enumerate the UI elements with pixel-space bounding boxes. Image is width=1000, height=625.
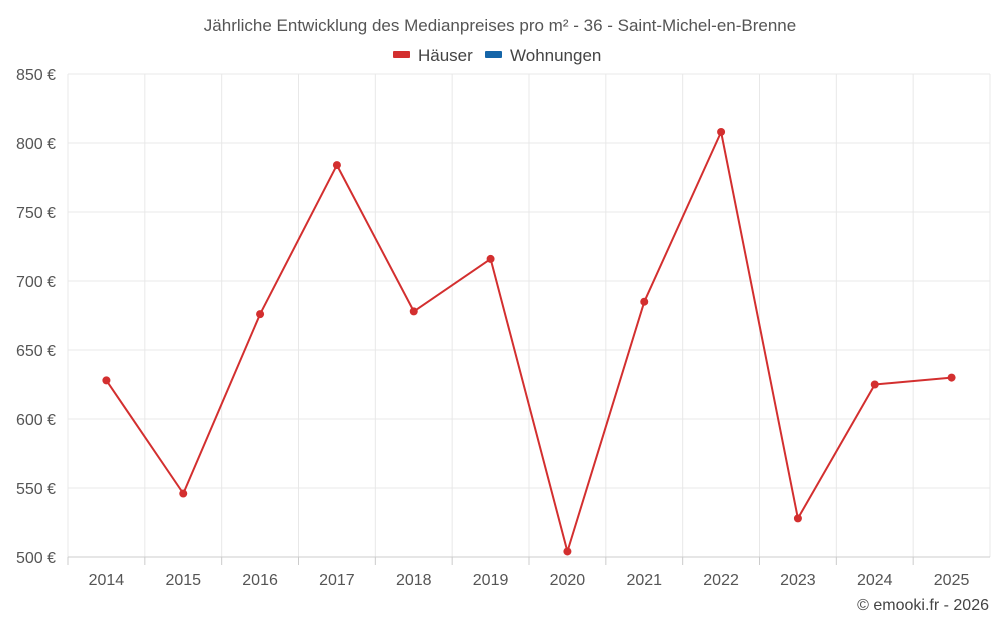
grid: [67, 73, 991, 557]
legend-item-apartments[interactable]: Wohnungen: [485, 46, 601, 65]
y-tick-label: 550 €: [16, 481, 56, 498]
y-tick-label: 650 €: [16, 343, 56, 360]
chart-title: Jährliche Entwicklung des Medianpreises …: [204, 16, 796, 35]
y-tick-label: 750 €: [16, 205, 56, 222]
x-tick-label: 2021: [626, 572, 662, 589]
y-tick-label: 500 €: [16, 550, 56, 567]
data-point[interactable]: [332, 161, 341, 170]
data-point[interactable]: [870, 380, 879, 389]
credit-text: © emooki.fr - 2026: [857, 597, 989, 614]
legend-label-houses: Häuser: [418, 46, 473, 65]
x-tick-label: 2017: [319, 572, 355, 589]
legend-item-houses[interactable]: Häuser: [393, 46, 473, 65]
data-point[interactable]: [640, 297, 649, 306]
y-tick-label: 600 €: [16, 412, 56, 429]
x-tick-label: 2019: [473, 572, 509, 589]
x-tick-label: 2015: [165, 572, 201, 589]
y-tick-label: 800 €: [16, 136, 56, 153]
data-point[interactable]: [947, 373, 956, 382]
legend-swatch-houses: [393, 51, 410, 58]
data-point[interactable]: [409, 307, 418, 316]
x-tick-label: 2022: [703, 572, 739, 589]
data-point[interactable]: [486, 254, 495, 263]
series: [102, 127, 956, 556]
data-point[interactable]: [793, 514, 802, 523]
legend[interactable]: Häuser Wohnungen: [393, 46, 601, 65]
data-point[interactable]: [717, 127, 726, 136]
series-line-0: [105, 131, 952, 553]
y-tick-label: 700 €: [16, 274, 56, 291]
data-point[interactable]: [102, 376, 111, 385]
legend-swatch-apartments: [485, 51, 502, 58]
data-point[interactable]: [563, 547, 572, 556]
x-tick-label: 2024: [857, 572, 893, 589]
x-tick-label: 2016: [242, 572, 278, 589]
x-tick-label: 2014: [89, 572, 125, 589]
x-tick-label: 2023: [780, 572, 816, 589]
x-tick-label: 2020: [550, 572, 586, 589]
x-tick-label: 2025: [934, 572, 970, 589]
x-tick-label: 2018: [396, 572, 432, 589]
y-tick-label: 850 €: [16, 67, 56, 84]
axes: 500 € 550 € 600 € 650 € 700 € 750 € 800 € 850 €…: [16, 67, 990, 589]
data-point[interactable]: [256, 310, 265, 319]
data-point[interactable]: [179, 489, 188, 498]
legend-label-apartments: Wohnungen: [510, 46, 601, 65]
